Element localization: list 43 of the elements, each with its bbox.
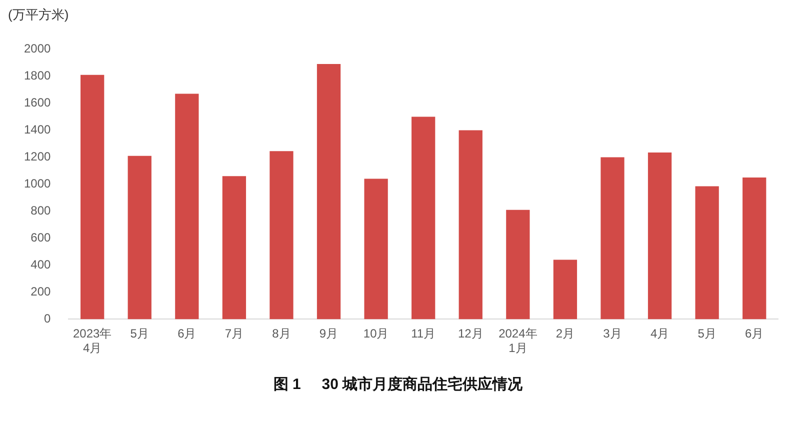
y-tick-label: 1200 <box>24 150 52 164</box>
x-tick-label: 12月 <box>458 326 484 341</box>
y-tick-label: 1400 <box>24 122 52 137</box>
x-tick-label: 6月 <box>745 326 764 341</box>
x-tick-label: 7月 <box>224 326 244 341</box>
bar <box>80 74 104 320</box>
bar <box>600 157 624 320</box>
bar <box>270 151 294 320</box>
x-tick-label: 4月 <box>650 326 670 341</box>
x-tick-label: 10月 <box>363 326 389 341</box>
bar <box>364 178 388 320</box>
bar <box>128 156 152 320</box>
bar <box>695 186 719 320</box>
x-tick-label: 5月 <box>130 326 149 341</box>
y-tick-label: 0 <box>44 312 52 326</box>
bar <box>222 176 246 320</box>
x-tick-label: 11月 <box>411 326 436 341</box>
bar <box>316 64 341 320</box>
bar <box>648 152 672 320</box>
y-tick-label: 1600 <box>24 96 52 110</box>
x-tick-label: 3月 <box>603 326 622 341</box>
x-tick-label: 9月 <box>319 326 338 341</box>
bar <box>458 130 482 320</box>
x-tick-label: 6月 <box>178 326 196 341</box>
x-tick-label: 2024年 1月 <box>498 326 538 356</box>
y-tick-label: 200 <box>30 284 52 299</box>
y-axis-title: (万平方米) <box>8 6 69 24</box>
bar <box>506 210 530 320</box>
bar <box>175 94 199 320</box>
x-tick-label: 5月 <box>698 326 716 341</box>
bar <box>412 116 436 320</box>
y-tick-label: 600 <box>30 230 52 245</box>
y-tick-label: 1800 <box>24 68 52 83</box>
x-tick-label: 8月 <box>272 326 291 341</box>
y-tick-label: 2000 <box>24 42 52 56</box>
y-tick-label: 1000 <box>24 176 52 191</box>
text: 图 1 30 城市月度商品住宅供应情况 <box>272 375 524 394</box>
x-tick-label: 2月 <box>556 326 575 341</box>
bar <box>553 260 578 320</box>
y-tick-label: 800 <box>30 204 52 218</box>
y-tick-label: 400 <box>30 258 52 272</box>
bar <box>742 177 766 320</box>
x-tick-label: 2023年 4月 <box>72 326 112 356</box>
